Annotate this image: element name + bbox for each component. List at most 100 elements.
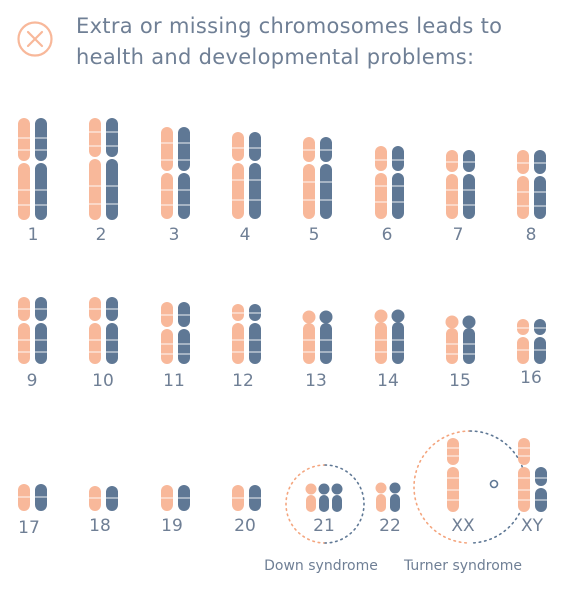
chromosome-11-maternal-q-arm xyxy=(161,329,173,364)
chromosome-8-maternal-q-arm xyxy=(517,176,529,219)
chromosome-3-paternal xyxy=(178,127,190,219)
chromosome-11-maternal-p-arm xyxy=(161,302,173,327)
chromosome-9-paternal xyxy=(35,297,47,364)
chromosome-10-maternal-q-arm xyxy=(89,323,101,364)
chromosome-x-p-arm xyxy=(518,438,530,465)
chromosome-pair-11 xyxy=(161,302,190,364)
chromosome-18-maternal-arm xyxy=(89,486,101,511)
chromosome-y-p-arm xyxy=(535,467,547,486)
chromosome-15-paternal xyxy=(462,315,476,364)
chromosome-10-paternal xyxy=(106,297,118,364)
chromosome-pair-xy xyxy=(518,438,547,512)
chromosome-pair-12 xyxy=(232,304,261,364)
chromosome-8-maternal-p-arm xyxy=(517,150,529,174)
chromosome-19-paternal-arm xyxy=(178,485,190,511)
chromosome-12-paternal-p-arm xyxy=(249,304,261,321)
chromosome-1-maternal xyxy=(18,118,30,220)
chromosome-7-paternal-p-arm xyxy=(463,150,475,172)
chromosome-pair-18 xyxy=(89,486,118,511)
chromosome-12-maternal-q-arm xyxy=(232,323,244,364)
chromosome-12-maternal-p-arm xyxy=(232,304,244,321)
chromosome-7-maternal-q-arm xyxy=(446,174,458,219)
chromosome-12-paternal xyxy=(249,304,261,364)
chromosome-label-21: 21 xyxy=(313,516,335,536)
chromosome-14-maternal-arm xyxy=(375,322,387,364)
chromosome-15-paternal-satellite xyxy=(462,315,476,329)
chromosome-label-2: 2 xyxy=(96,225,107,245)
chromosome-5-maternal-p-arm xyxy=(303,137,315,162)
chromosome-pair-8 xyxy=(517,150,546,219)
chromosome-4-paternal-q-arm xyxy=(249,163,261,219)
chromosome-label-16: 16 xyxy=(520,368,542,388)
chromosome-9-paternal-q-arm xyxy=(35,323,47,364)
chromosome-11-paternal-p-arm xyxy=(178,302,190,327)
chromosome-x-maternal-p-arm xyxy=(447,438,459,465)
chromosome-1-paternal xyxy=(35,118,47,220)
chromosome-pair-16 xyxy=(517,319,546,364)
chromosome-8-paternal-p-arm xyxy=(534,150,546,174)
chromosome-22-paternal-arm xyxy=(390,494,400,512)
chromosome-19-maternal-arm xyxy=(161,485,173,511)
chromosome-20-maternal-arm xyxy=(232,485,244,511)
chromosome-4-maternal-p-arm xyxy=(232,132,244,161)
chromosome-21-copy-1-satellite xyxy=(305,483,317,495)
chromosome-9-paternal-p-arm xyxy=(35,297,47,321)
down-circle-left-arc xyxy=(285,464,326,544)
turner-syndrome-label: Turner syndrome xyxy=(403,558,522,574)
chromosome-3-maternal xyxy=(161,127,173,219)
chromosome-5-maternal-q-arm xyxy=(303,164,315,219)
chromosome-y xyxy=(535,467,547,512)
chromosome-14-maternal xyxy=(374,309,388,364)
chromosome-12-maternal xyxy=(232,304,244,364)
chromosome-3-paternal-p-arm xyxy=(178,127,190,171)
chromosome-10-paternal-p-arm xyxy=(106,297,118,321)
chromosome-pair-xx xyxy=(447,438,499,512)
chromosome-pair-14 xyxy=(374,309,405,364)
chromosome-2-maternal-q-arm xyxy=(89,159,101,220)
chromosome-15-maternal-arm xyxy=(446,328,458,364)
chromosome-6-paternal xyxy=(392,146,404,219)
chromosome-4-maternal-q-arm xyxy=(232,163,244,219)
chromosome-label-11: 11 xyxy=(163,371,185,391)
chromosome-18-paternal xyxy=(106,486,118,511)
chromosome-2-maternal-p-arm xyxy=(89,118,101,157)
chromosome-pair-4 xyxy=(232,132,261,219)
chromosome-18-paternal-arm xyxy=(106,486,118,511)
chromosome-14-paternal xyxy=(391,309,405,364)
turner-syndrome-circle xyxy=(413,430,527,544)
chromosome-label-6: 6 xyxy=(382,225,393,245)
chromosome-label-14: 14 xyxy=(377,371,399,391)
chromosome-17-paternal xyxy=(35,484,47,511)
chromosome-2-paternal-p-arm xyxy=(106,118,118,157)
chromosome-label-20: 20 xyxy=(234,516,256,536)
chromosome-label-4: 4 xyxy=(240,225,251,245)
chromosome-10-paternal-q-arm xyxy=(106,323,118,364)
turner-circle-right-arc xyxy=(469,430,527,544)
chromosome-8-paternal-q-arm xyxy=(534,176,546,219)
chromosome-4-paternal xyxy=(249,132,261,219)
chromosome-5-paternal-q-arm xyxy=(320,164,332,219)
chromosome-x-maternal xyxy=(447,438,459,512)
chromosome-22-maternal xyxy=(375,482,387,512)
chromosome-1-maternal-q-arm xyxy=(18,163,30,220)
chromosome-11-paternal-q-arm xyxy=(178,329,190,364)
chromosome-14-paternal-arm xyxy=(392,322,404,364)
chromosome-3-paternal-q-arm xyxy=(178,173,190,219)
chromosome-label-5: 5 xyxy=(309,225,320,245)
chromosome-pair-22 xyxy=(375,482,401,512)
chromosome-9-maternal xyxy=(18,297,30,364)
chromosome-21-copy-3 xyxy=(331,483,343,512)
chromosome-pair-19 xyxy=(161,485,190,511)
chromosome-6-paternal-p-arm xyxy=(392,146,404,171)
missing-x-marker xyxy=(489,479,499,489)
chromosome-8-maternal xyxy=(517,150,529,219)
chromosome-21-copy-2 xyxy=(318,483,330,512)
chromosome-label-13: 13 xyxy=(305,371,327,391)
chromosome-pair-2 xyxy=(89,118,118,220)
down-syndrome-label: Down syndrome xyxy=(264,558,378,574)
chromosome-14-maternal-satellite xyxy=(374,309,388,323)
chromosome-20-paternal xyxy=(249,485,261,511)
chromosome-9-maternal-p-arm xyxy=(18,297,30,321)
chromosome-7-maternal xyxy=(446,150,458,219)
chromosome-13-maternal-arm xyxy=(303,323,315,364)
